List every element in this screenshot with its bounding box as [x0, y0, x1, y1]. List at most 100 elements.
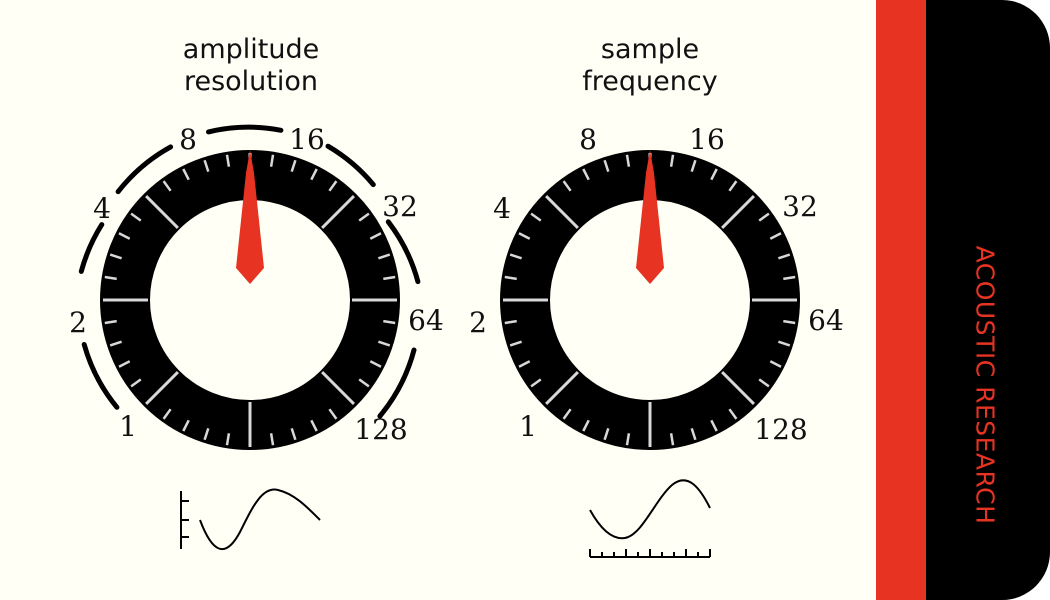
range-arc: [206, 124, 284, 135]
scale-label-16[interactable]: 16: [689, 123, 725, 156]
dial-minor-tick: [290, 428, 297, 441]
red-accent-stripe: [876, 0, 926, 600]
dial-minor-tick: [378, 253, 391, 260]
dial-minor-tick: [518, 360, 531, 368]
brand-label: ACOUSTIC RESEARCH: [970, 245, 1000, 525]
dial-minor-tick: [290, 159, 297, 172]
dial-minor-tick: [603, 428, 610, 441]
amplitude-quantization-sine-icon: [180, 488, 321, 551]
scale-label-32[interactable]: 32: [782, 190, 818, 223]
title-line: resolution: [183, 66, 319, 97]
scale-label-2[interactable]: 2: [469, 306, 487, 339]
scale-label-8[interactable]: 8: [179, 123, 197, 156]
dial-major-tick: [321, 195, 355, 229]
dial-minor-tick: [769, 232, 782, 240]
sampling-sine-icon: [589, 479, 711, 558]
scale-label-32[interactable]: 32: [382, 190, 418, 223]
scale-label-16[interactable]: 16: [289, 123, 325, 156]
dial-minor-tick: [582, 419, 590, 432]
dial-minor-tick: [225, 433, 231, 446]
dial-minor-tick: [582, 168, 590, 181]
scale-label-4[interactable]: 4: [493, 192, 511, 225]
dial-minor-tick: [109, 253, 122, 260]
dial-minor-tick: [203, 159, 210, 172]
dial-minor-tick: [758, 378, 770, 388]
dial-minor-tick: [310, 168, 318, 181]
dial-minor-tick: [690, 159, 697, 172]
range-arc: [115, 144, 174, 195]
dial-minor-tick: [783, 319, 796, 325]
dial-minor-tick: [383, 275, 396, 281]
dial-major-tick: [145, 195, 179, 229]
dial-major-tick: [145, 371, 179, 405]
dial-minor-tick: [530, 212, 542, 222]
dial-minor-tick: [118, 360, 131, 368]
dial-minor-tick: [358, 212, 370, 222]
amplitude-resolution-knob[interactable]: 1 2 4 8 16 32 64 128: [69, 123, 444, 450]
dial-minor-tick: [182, 168, 190, 181]
scale-label-1[interactable]: 1: [519, 410, 537, 443]
dial-minor-tick: [530, 378, 542, 388]
dial-minor-tick: [778, 340, 791, 347]
dial-minor-tick: [728, 408, 738, 420]
scale-label-128[interactable]: 128: [354, 413, 407, 446]
dial-minor-tick: [518, 232, 531, 240]
pointer-needle[interactable]: [636, 150, 664, 284]
dial-minor-tick: [225, 154, 231, 167]
dial-minor-tick: [104, 275, 117, 281]
scale-label-4[interactable]: 4: [93, 192, 111, 225]
scale-label-64[interactable]: 64: [408, 304, 444, 337]
scale-label-128[interactable]: 128: [754, 413, 807, 446]
dial-minor-tick: [504, 275, 517, 281]
dial-minor-tick: [182, 419, 190, 432]
dial-minor-tick: [162, 180, 172, 192]
dial-minor-tick: [509, 253, 522, 260]
dial-minor-tick: [369, 232, 382, 240]
dial-minor-tick: [504, 319, 517, 325]
dial-minor-tick: [328, 408, 338, 420]
dial-minor-tick: [378, 340, 391, 347]
dial-major-tick: [545, 371, 579, 405]
dial-minor-tick: [625, 154, 631, 167]
dial-major-tick: [721, 195, 755, 229]
dial-minor-tick: [690, 428, 697, 441]
scale-label-8[interactable]: 8: [579, 123, 597, 156]
dial-minor-tick: [310, 419, 318, 432]
scale-label-64[interactable]: 64: [808, 304, 844, 337]
dial-minor-tick: [130, 378, 142, 388]
brand-strip: [926, 0, 1050, 600]
dial-minor-tick: [269, 433, 275, 446]
dial-minor-tick: [383, 319, 396, 325]
title-line: frequency: [582, 66, 718, 97]
title-line: amplitude: [182, 34, 320, 65]
dial-minor-tick: [778, 253, 791, 260]
dial-minor-tick: [625, 433, 631, 446]
dial-major-tick: [321, 371, 355, 405]
dial-ticks: [503, 153, 797, 447]
title-line: sample: [600, 34, 700, 65]
dial-minor-tick: [358, 378, 370, 388]
dial-minor-tick: [162, 408, 172, 420]
sample-frequency-title: sample frequency: [540, 34, 760, 98]
dial-minor-tick: [104, 319, 117, 325]
dial-minor-tick: [710, 419, 718, 432]
dial-minor-tick: [118, 232, 131, 240]
scale-label-1[interactable]: 1: [119, 410, 137, 443]
dial-minor-tick: [669, 154, 675, 167]
range-arc: [377, 347, 417, 419]
dial-minor-tick: [369, 360, 382, 368]
dial-minor-tick: [269, 154, 275, 167]
pointer-needle[interactable]: [236, 150, 264, 284]
dial-major-tick: [721, 371, 755, 405]
dial-minor-tick: [710, 168, 718, 181]
dial-minor-tick: [758, 212, 770, 222]
dial-minor-tick: [203, 428, 210, 441]
dial-minor-tick: [509, 340, 522, 347]
dial-minor-tick: [130, 212, 142, 222]
sample-frequency-knob[interactable]: 1 2 4 8 16 32 64 128: [469, 123, 844, 450]
range-arc: [385, 219, 421, 285]
scale-label-2[interactable]: 2: [69, 306, 87, 339]
range-arc: [78, 222, 105, 274]
